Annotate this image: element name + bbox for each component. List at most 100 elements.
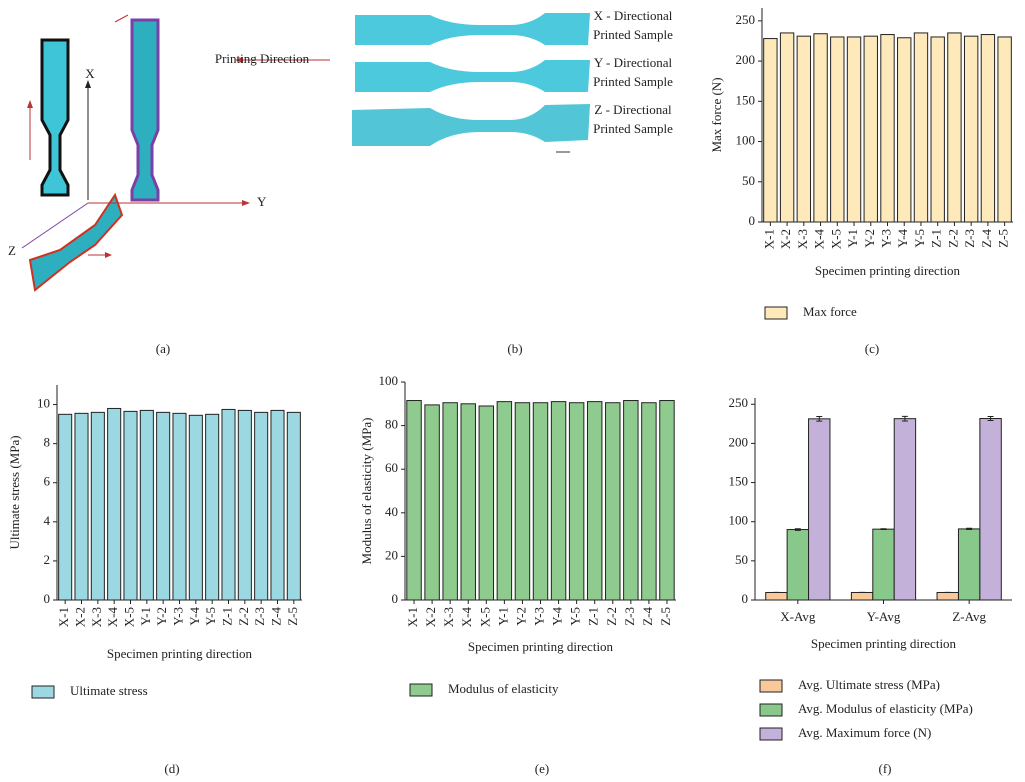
- bar: [814, 34, 827, 222]
- bar: [569, 403, 583, 600]
- bar: [551, 402, 565, 600]
- x-tick-label: X-1: [405, 607, 420, 627]
- bar: [461, 404, 475, 600]
- bar: [831, 37, 844, 222]
- bar: [764, 39, 777, 222]
- x-tick-label: Z-1: [219, 607, 234, 626]
- bar: [873, 529, 894, 600]
- diagram-a: X Y Z Printing Direction: [8, 15, 330, 290]
- x-tick-label: Y-Avg: [867, 609, 901, 624]
- x-tick-label: X-2: [778, 229, 793, 249]
- bar: [497, 402, 511, 600]
- photo-b: [352, 13, 590, 152]
- sample-label: Printed Sample: [593, 74, 673, 89]
- legend-label: Avg. Ultimate stress (MPa): [798, 677, 940, 692]
- x-tick-label: Y-3: [878, 229, 893, 248]
- bar: [964, 36, 977, 222]
- x-tick-label: X-4: [812, 229, 827, 250]
- x-tick-label: Z-1: [586, 607, 601, 626]
- bar: [624, 401, 638, 600]
- bar: [173, 413, 186, 600]
- panel-label: (a): [156, 341, 170, 356]
- axis-label: Z: [8, 243, 16, 258]
- legend-label: Avg. Modulus of elasticity (MPa): [798, 701, 973, 716]
- bar: [914, 33, 927, 222]
- bar: [157, 412, 170, 600]
- x-tick-label: Y-1: [138, 607, 153, 626]
- panel-label: (c): [865, 341, 879, 356]
- bar: [515, 403, 529, 600]
- panel-label: (f): [879, 761, 892, 776]
- bar: [780, 33, 793, 222]
- bar: [998, 37, 1011, 222]
- y-tick-label: 100: [379, 373, 399, 388]
- y-tick-label: 50: [735, 552, 748, 567]
- bar: [898, 38, 911, 222]
- x-axis-label: Specimen printing direction: [815, 263, 961, 278]
- x-axis-label: Specimen printing direction: [811, 636, 957, 651]
- x-tick-label: Y-5: [912, 229, 927, 248]
- legend-label: Ultimate stress: [70, 683, 148, 698]
- x-tick-label: X-5: [477, 607, 492, 627]
- y-tick-label: 2: [44, 552, 51, 567]
- legend-swatch: [760, 680, 782, 692]
- x-tick-label: Y-5: [568, 607, 583, 626]
- x-tick-label: Z-4: [979, 229, 994, 248]
- x-axis-label: Specimen printing direction: [468, 639, 614, 654]
- y-tick-label: 80: [385, 417, 398, 432]
- bar: [847, 37, 860, 222]
- bar: [222, 409, 235, 600]
- y-tick-label: 6: [44, 474, 51, 489]
- x-tick-label: Y-3: [170, 607, 185, 626]
- y-tick-label: 4: [44, 513, 51, 528]
- legend-swatch: [410, 684, 432, 696]
- bar: [809, 419, 830, 600]
- x-tick-label: X-4: [459, 607, 474, 628]
- bar: [189, 415, 202, 600]
- bar: [479, 406, 493, 600]
- y-tick-label: 20: [385, 547, 398, 562]
- x-axis-label: Specimen printing direction: [107, 646, 253, 661]
- x-tick-label: Y-1: [845, 229, 860, 248]
- bar: [287, 412, 300, 600]
- x-tick-label: X-5: [121, 607, 136, 627]
- bar: [587, 402, 601, 600]
- y-tick-label: 250: [736, 12, 756, 27]
- bar: [797, 36, 810, 222]
- bar: [124, 411, 137, 600]
- legend-swatch: [32, 686, 54, 698]
- bar: [407, 401, 421, 600]
- y-tick-label: 8: [44, 435, 51, 450]
- sample-label: X - Directional: [594, 8, 673, 23]
- y-tick-label: 40: [385, 504, 398, 519]
- x-tick-label: Y-3: [531, 607, 546, 626]
- bar: [75, 413, 88, 600]
- x-tick-label: X-3: [89, 607, 104, 627]
- x-tick-label: X-1: [761, 229, 776, 249]
- bar: [533, 403, 547, 600]
- bar: [108, 408, 121, 600]
- axis-label: X: [85, 66, 95, 81]
- y-tick-label: 0: [742, 591, 749, 606]
- x-tick-label: Z-5: [996, 229, 1011, 248]
- bar: [894, 419, 915, 600]
- bar: [981, 35, 994, 222]
- sample-label: Y - Directional: [594, 55, 673, 70]
- bar: [937, 592, 958, 600]
- x-tick-label: Z-5: [658, 607, 673, 626]
- bar: [766, 592, 787, 600]
- x-tick-label: X-3: [441, 607, 456, 627]
- panel-label: (d): [164, 761, 179, 776]
- y-tick-label: 200: [729, 434, 749, 449]
- legend-label: Avg. Maximum force (N): [798, 725, 931, 740]
- x-tick-label: Z-4: [640, 607, 655, 626]
- sample-label: Z - Directional: [594, 102, 672, 117]
- axis-label: Y: [257, 194, 267, 209]
- x-tick-label: Z-5: [285, 607, 300, 626]
- bar: [238, 410, 251, 600]
- y-tick-label: 10: [37, 396, 50, 411]
- bar: [271, 410, 284, 600]
- sample-label: Printed Sample: [593, 27, 673, 42]
- bar: [59, 414, 72, 600]
- figure: X Y Z Printing Direction (a)(b)(c)(d)(e)…: [0, 0, 1025, 782]
